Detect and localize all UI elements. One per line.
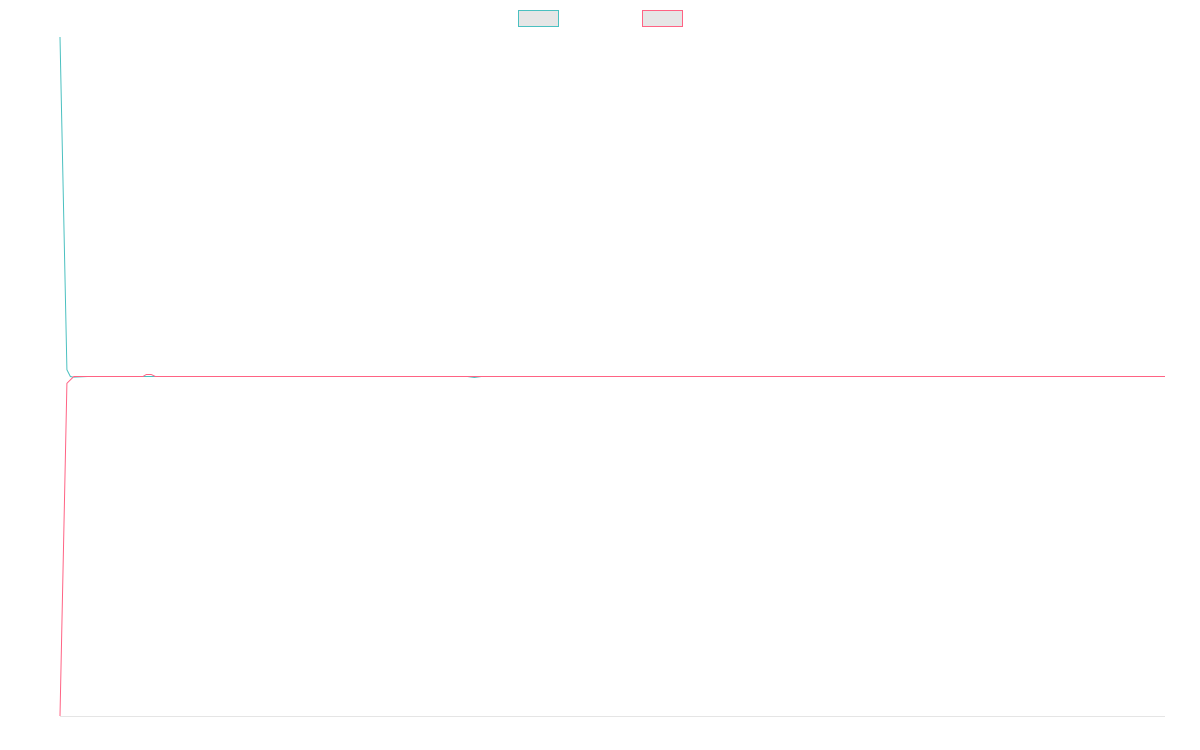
legend-swatch-1[interactable]	[518, 10, 559, 27]
series-line-2	[59, 373, 1165, 717]
chart-legend	[518, 10, 683, 27]
series-layer	[59, 36, 1165, 717]
legend-swatch-2[interactable]	[642, 10, 683, 27]
series-line-1	[59, 36, 1165, 379]
